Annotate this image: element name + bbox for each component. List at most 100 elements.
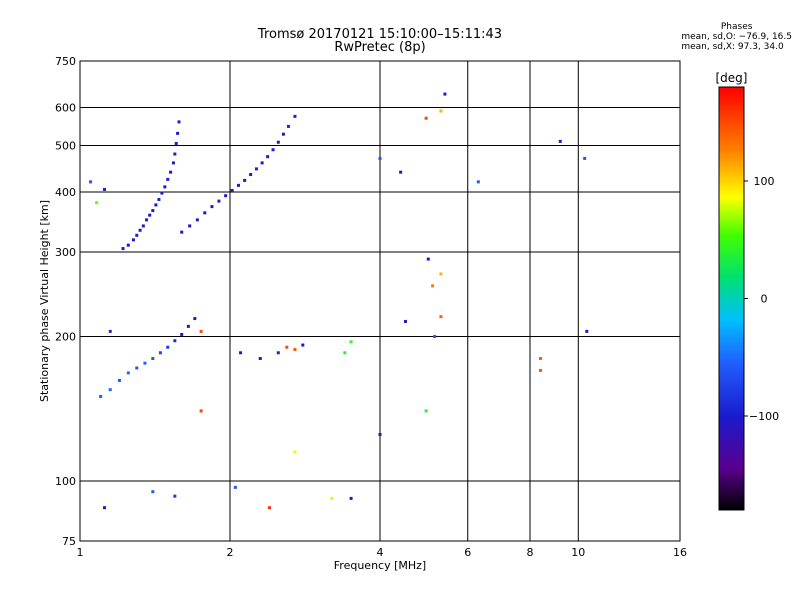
data-point — [89, 180, 93, 184]
data-point — [173, 152, 177, 156]
data-point — [266, 155, 270, 159]
data-point — [131, 238, 135, 242]
data-point — [378, 433, 382, 437]
data-point — [163, 185, 167, 189]
data-point — [230, 188, 234, 192]
data-point — [103, 187, 107, 191]
data-point — [285, 345, 289, 349]
data-point — [439, 109, 443, 113]
data-point — [399, 170, 403, 174]
data-point — [117, 378, 121, 382]
data-point — [138, 228, 142, 232]
data-point — [169, 170, 173, 174]
y-tick-label: 100 — [55, 475, 76, 488]
data-point — [186, 324, 190, 328]
x-tick-label: 10 — [571, 546, 585, 559]
data-point — [108, 329, 112, 333]
data-point — [476, 180, 480, 184]
data-point — [210, 205, 214, 209]
data-point — [199, 409, 203, 413]
data-point — [180, 332, 184, 336]
data-point — [176, 131, 180, 135]
y-tick-label: 600 — [55, 102, 76, 115]
data-point — [160, 191, 164, 195]
data-point — [158, 351, 162, 355]
data-point — [236, 183, 240, 187]
data-point — [424, 409, 428, 413]
phases-line-o: mean, sd,O: −76.9, 16.5 — [681, 32, 792, 42]
data-point — [539, 356, 543, 360]
data-point — [243, 178, 247, 182]
data-point — [330, 496, 334, 500]
y-axis-ticks: 75 100 200 300 400 500 600 750 — [55, 55, 76, 548]
data-point — [141, 224, 145, 228]
data-point — [431, 284, 435, 288]
data-point — [166, 177, 170, 181]
data-point — [121, 247, 125, 251]
data-point — [585, 329, 589, 333]
x-tick-label: 4 — [377, 546, 384, 559]
phases-line-x: mean, sd,X: 97.3, 34.0 — [681, 42, 784, 52]
data-point — [276, 351, 280, 355]
data-point — [166, 345, 170, 349]
data-point — [583, 156, 587, 160]
data-point — [249, 173, 253, 177]
data-point — [443, 92, 447, 96]
data-point — [135, 233, 139, 237]
phases-header: Phases — [720, 22, 753, 32]
data-point — [293, 347, 297, 351]
phases-info: Phases mean, sd,O: −76.9, 16.5 mean, sd,… — [681, 22, 792, 52]
data-point — [173, 494, 177, 498]
data-point — [126, 371, 130, 375]
data-point — [233, 485, 237, 489]
data-point — [151, 356, 155, 360]
colorbar-tick-label: −100 — [749, 410, 779, 423]
data-point — [293, 450, 297, 454]
data-point — [126, 243, 130, 247]
colorbar-gradient — [718, 86, 745, 511]
data-point — [539, 368, 543, 372]
data-point — [424, 116, 428, 120]
data-points — [89, 92, 589, 510]
data-point — [99, 395, 103, 399]
x-axis-label: Frequency [MHz] — [334, 559, 426, 572]
data-point — [103, 506, 107, 510]
data-point — [188, 224, 192, 228]
data-point — [439, 272, 443, 276]
y-tick-label: 750 — [55, 55, 76, 68]
data-point — [151, 209, 155, 213]
data-point — [258, 356, 262, 360]
y-tick-label: 400 — [55, 186, 76, 199]
data-point — [343, 351, 347, 355]
y-tick-label: 500 — [55, 140, 76, 153]
x-tick-label: 6 — [464, 546, 471, 559]
data-point — [267, 506, 271, 510]
x-tick-label: 8 — [527, 546, 534, 559]
data-point — [177, 120, 181, 124]
data-point — [281, 132, 285, 136]
x-tick-label: 16 — [673, 546, 687, 559]
data-point — [286, 124, 290, 128]
data-point — [145, 218, 149, 222]
data-point — [151, 490, 155, 494]
data-point — [239, 351, 243, 355]
data-point — [173, 339, 177, 343]
data-point — [378, 156, 382, 160]
data-point — [558, 139, 562, 143]
y-tick-label: 200 — [55, 331, 76, 344]
chart-title: Tromsø 20170121 15:10:00–15:11:43 — [257, 27, 503, 42]
data-point — [403, 319, 407, 323]
data-point — [433, 335, 437, 339]
data-point — [203, 211, 207, 215]
data-point — [260, 161, 264, 165]
y-axis-label: Stationary phase Virtual Height [km] — [38, 200, 51, 402]
data-point — [174, 141, 178, 145]
grid-lines — [80, 61, 680, 541]
data-point — [217, 199, 221, 203]
data-point — [426, 257, 430, 261]
data-point — [199, 329, 203, 333]
data-point — [157, 197, 161, 201]
data-point — [195, 218, 199, 222]
data-point — [301, 343, 305, 347]
y-tick-label: 75 — [62, 535, 76, 548]
